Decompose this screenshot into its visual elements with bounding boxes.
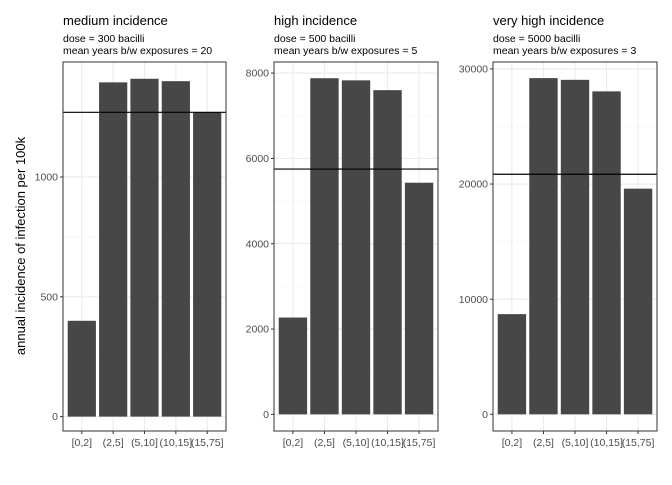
x-tick-label: (10,15] <box>371 437 404 449</box>
y-tick-label: 0 <box>482 409 488 421</box>
bar-2 <box>99 82 128 417</box>
panel-subtitle-line: dose = 5000 bacilli <box>493 33 580 45</box>
y-tick-label: 0 <box>263 409 269 421</box>
x-tick-label: [0,2] <box>502 437 523 449</box>
bar-5 <box>623 188 653 415</box>
y-tick-label: 8000 <box>246 68 270 80</box>
x-tick-label: (2,5] <box>103 437 124 449</box>
x-tick-label: (10,15] <box>159 437 192 449</box>
y-tick-label: 500 <box>40 291 58 303</box>
bar-3 <box>560 79 590 415</box>
panel-title: high incidence <box>274 13 357 28</box>
bar-4 <box>161 81 190 417</box>
bar-4 <box>592 91 621 415</box>
x-tick-label: (15,75] <box>403 437 436 449</box>
panel-title: medium incidence <box>63 13 168 28</box>
panel-title: very high incidence <box>493 13 604 28</box>
bar-5 <box>193 112 222 417</box>
y-tick-label: 20000 <box>459 179 488 191</box>
x-tick-label: (2,5] <box>533 437 554 449</box>
x-tick-label: (15,75] <box>191 437 224 449</box>
x-tick-label: (15,75] <box>622 437 655 449</box>
bar-2 <box>310 78 339 415</box>
x-tick-label: (5,10] <box>343 437 370 449</box>
x-tick-label: [0,2] <box>72 437 93 449</box>
y-tick-label: 1000 <box>35 172 59 184</box>
x-tick-label: (10,15] <box>590 437 623 449</box>
bar-3 <box>341 80 371 415</box>
panel-subtitle-line: mean years b/w exposures = 20 <box>63 45 212 57</box>
y-tick-label: 2000 <box>246 324 270 336</box>
panel-subtitle-line: mean years b/w exposures = 5 <box>274 45 417 57</box>
y-tick-label: 6000 <box>246 153 270 165</box>
bar-1 <box>278 317 308 415</box>
x-tick-label: [0,2] <box>283 437 304 449</box>
y-axis-label: annual incidence of infection per 100k <box>13 136 28 355</box>
y-tick-label: 30000 <box>459 64 488 76</box>
panel-subtitle-line: mean years b/w exposures = 3 <box>493 45 636 57</box>
bar-1 <box>497 314 527 415</box>
panel-3: very high incidence dose = 5000 bacillime… <box>459 13 658 449</box>
bar-3 <box>130 78 159 417</box>
x-tick-label: (5,10] <box>562 437 589 449</box>
panel-subtitle-line: dose = 500 bacilli <box>274 33 355 45</box>
bar-2 <box>529 78 558 415</box>
x-tick-label: (2,5] <box>314 437 335 449</box>
bar-5 <box>404 182 434 415</box>
y-tick-label: 4000 <box>246 238 270 250</box>
bar-1 <box>67 320 96 417</box>
panel-subtitle-line: dose = 300 bacilli <box>63 33 144 45</box>
x-tick-label: (5,10] <box>131 437 158 449</box>
bar-4 <box>373 90 402 415</box>
y-tick-label: 10000 <box>459 294 488 306</box>
y-tick-label: 0 <box>52 411 58 423</box>
